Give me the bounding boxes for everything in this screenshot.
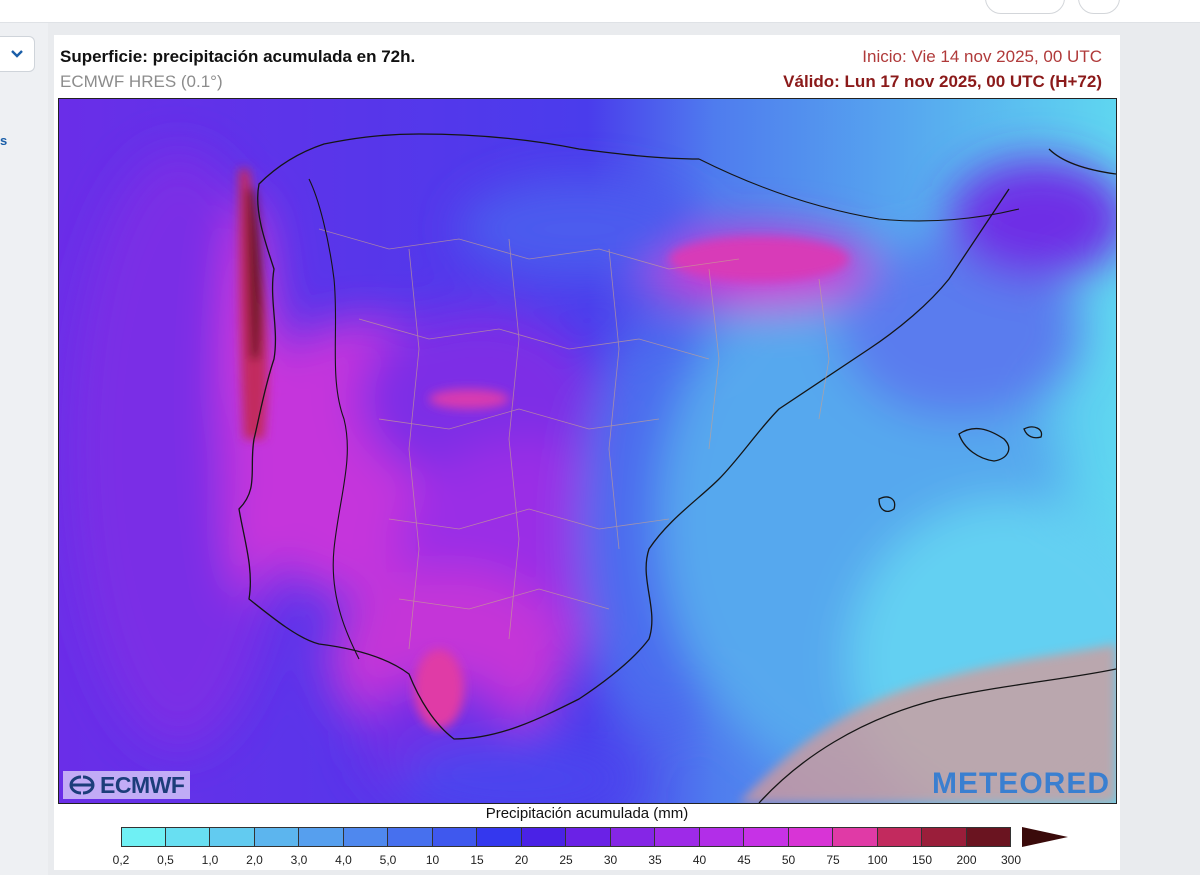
- legend-color-segment: [343, 827, 388, 847]
- top-pill-button[interactable]: [985, 0, 1065, 14]
- legend-tick-label: 300: [1000, 853, 1022, 867]
- legend-color-segment: [521, 827, 566, 847]
- legend-color-segment: [165, 827, 210, 847]
- side-panel: [0, 23, 48, 875]
- legend-color-bar: [121, 827, 1011, 847]
- legend-color-segment: [610, 827, 655, 847]
- legend-tick-label: 0,2: [112, 853, 130, 867]
- legend-arrow-tip: [1022, 827, 1068, 847]
- model-label: ECMWF HRES (0.1°): [60, 72, 223, 91]
- legend-color-segment: [788, 827, 833, 847]
- legend-tick-label: 150: [911, 853, 933, 867]
- legend-color-segment: [254, 827, 299, 847]
- legend-tick-label: 100: [867, 853, 888, 867]
- browser-top-bar: [0, 0, 1200, 23]
- meteored-logo: METEORED: [931, 767, 1110, 800]
- precip-coastal-max: [239, 169, 849, 729]
- precipitation-map[interactable]: ECMWF METEORED: [58, 98, 1117, 804]
- legend-color-segment: [699, 827, 744, 847]
- coastlines: [238, 133, 1116, 803]
- legend-color-segment: [388, 827, 433, 847]
- legend-tick-label: 30: [603, 853, 618, 867]
- legend-tick-label: 25: [559, 853, 573, 867]
- legend-tick-label: 45: [737, 853, 751, 867]
- top-round-button[interactable]: [1078, 0, 1120, 14]
- legend-tick-label: 0,5: [157, 853, 174, 867]
- legend-color-segment: [432, 827, 477, 847]
- valid-time: Válido: Lun 17 nov 2025, 00 UTC (H+72): [783, 72, 1102, 91]
- legend-color-segment: [210, 827, 255, 847]
- legend-color-segment: [566, 827, 611, 847]
- legend-tick-label: 10: [425, 853, 440, 867]
- map-title: Superficie: precipitación acumulada en 7…: [60, 47, 416, 66]
- admin-borders: [318, 228, 830, 650]
- ecmwf-logo-text: ECMWF: [100, 771, 185, 798]
- map-canvas: [59, 99, 1116, 803]
- forecast-map-card: Superficie: precipitación acumulada en 7…: [54, 35, 1120, 870]
- legend-color-segment: [922, 827, 967, 847]
- legend-color-segment: [744, 827, 789, 847]
- legend-color-segment: [121, 827, 166, 847]
- legend-color-segment: [833, 827, 878, 847]
- init-time: Inicio: Vie 14 nov 2025, 00 UTC: [862, 47, 1102, 66]
- side-link-fragment[interactable]: s: [0, 133, 8, 148]
- legend-tick-label: 4,0: [335, 853, 352, 867]
- legend-tick-label: 3,0: [290, 853, 308, 867]
- ecmwf-logo: ECMWF: [63, 771, 191, 799]
- legend-color-segment: [877, 827, 922, 847]
- legend-tick-label: 75: [826, 853, 840, 867]
- legend-tick-label: 5,0: [379, 853, 397, 867]
- legend-tick-label: 50: [781, 853, 796, 867]
- legend-tick-label: 200: [956, 853, 977, 867]
- dropdown-button[interactable]: [0, 36, 35, 72]
- legend-tick-label: 1,0: [201, 853, 219, 867]
- legend-color-segment: [966, 827, 1011, 847]
- legend-color-segment: [477, 827, 522, 847]
- legend-tick-label: 20: [514, 853, 529, 867]
- legend-color-segment: [655, 827, 700, 847]
- legend-tick-label: 15: [470, 853, 484, 867]
- chevron-down-icon: [11, 50, 23, 58]
- legend-color-segment: [299, 827, 344, 847]
- legend-title: Precipitación acumulada (mm): [485, 805, 689, 822]
- ecmwf-symbol-icon: [69, 775, 95, 795]
- legend-tick-label: 2,0: [246, 853, 263, 867]
- legend-tick-label: 35: [648, 853, 662, 867]
- country-borders: [308, 158, 1020, 660]
- legend-tick-label: 40: [692, 853, 707, 867]
